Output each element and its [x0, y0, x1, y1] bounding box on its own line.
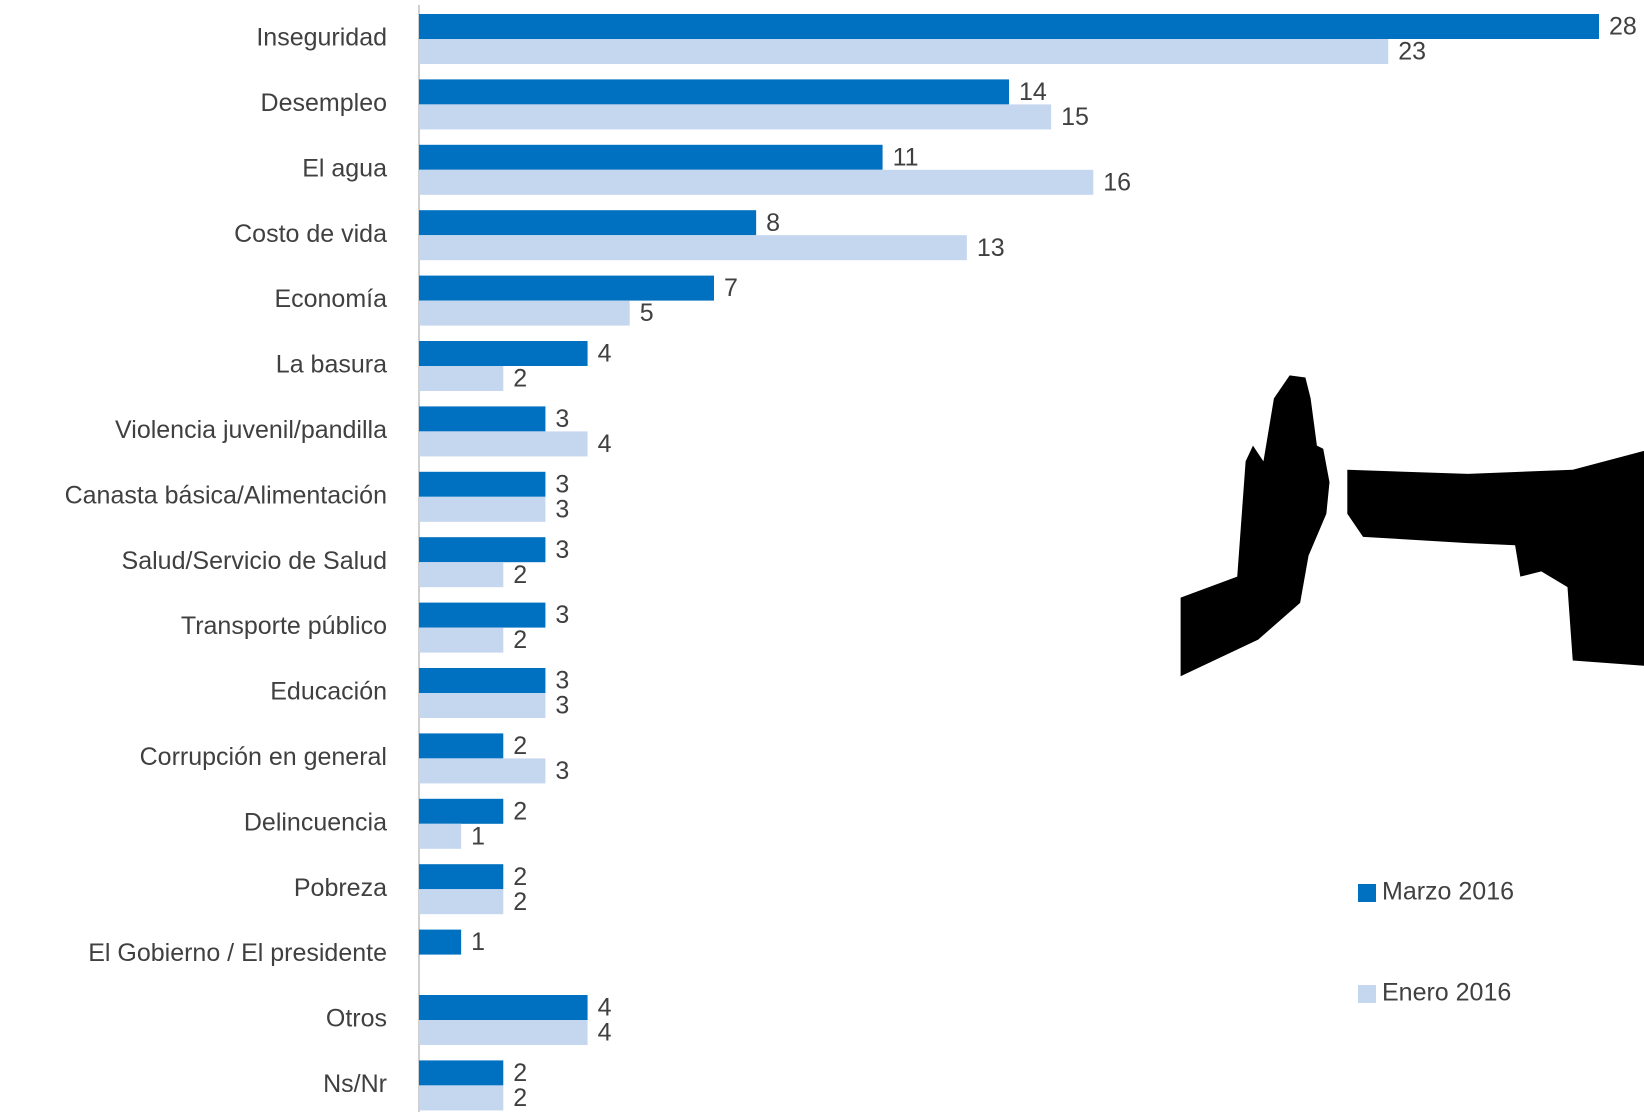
value-label: 3: [555, 495, 569, 523]
value-label: 3: [555, 405, 569, 433]
y-tick-label: Inseguridad: [256, 24, 387, 52]
bar: [419, 929, 462, 955]
bar: [419, 562, 504, 588]
value-label: 4: [598, 994, 612, 1022]
bar: [419, 864, 504, 890]
y-tick-label: Salud/Servicio de Salud: [122, 547, 387, 575]
value-label: 2: [513, 626, 527, 654]
y-tick-label: Otros: [326, 1005, 387, 1033]
value-label: 14: [1019, 78, 1047, 106]
y-tick-label: Violencia juvenil/pandilla: [115, 416, 387, 444]
bar: [419, 1060, 504, 1086]
legend-label: Enero 2016: [1382, 979, 1511, 1007]
bar: [419, 431, 588, 457]
value-label: 2: [513, 561, 527, 589]
y-tick-label: Transporte público: [181, 612, 387, 640]
value-label: 28: [1609, 13, 1637, 41]
y-tick-label: Costo de vida: [234, 220, 387, 248]
value-label: 3: [555, 692, 569, 720]
bar: [419, 1020, 588, 1045]
bar: [419, 823, 462, 849]
bar: [419, 366, 504, 391]
bar: [419, 275, 714, 301]
bar: [419, 406, 546, 432]
value-label: 2: [513, 1059, 527, 1087]
value-label: 2: [513, 888, 527, 916]
y-tick-label: Ns/Nr: [323, 1070, 387, 1098]
y-tick-label: Canasta básica/Alimentación: [65, 481, 387, 509]
value-label: 4: [598, 340, 612, 368]
legend-swatch: [1358, 884, 1376, 902]
bar: [419, 79, 1009, 105]
bar: [419, 889, 504, 915]
value-label: 5: [640, 299, 654, 327]
bar: [419, 496, 546, 522]
value-label: 3: [555, 667, 569, 695]
bar: [419, 341, 588, 366]
bar: [419, 300, 630, 326]
y-tick-label: Delincuencia: [244, 808, 387, 836]
value-label: 13: [977, 234, 1005, 262]
y-tick-label: El Gobierno / El presidente: [88, 939, 387, 967]
value-label: 3: [555, 536, 569, 564]
value-label: 2: [513, 797, 527, 825]
value-label: 3: [555, 470, 569, 498]
bar: [419, 602, 546, 628]
bar: [419, 537, 546, 563]
legend-label: Marzo 2016: [1382, 878, 1514, 906]
value-label: 15: [1061, 103, 1089, 131]
value-label: 3: [555, 601, 569, 629]
value-label: 23: [1398, 38, 1426, 66]
value-label: 7: [724, 274, 738, 302]
bar: [419, 995, 588, 1020]
y-tick-label: Pobreza: [294, 874, 387, 902]
value-label: 2: [513, 365, 527, 393]
value-label: 2: [513, 1084, 527, 1112]
bar: [419, 1085, 504, 1111]
y-tick-label: La basura: [276, 351, 387, 379]
y-tick-label: Desempleo: [261, 89, 387, 117]
value-label: 4: [598, 430, 612, 458]
value-label: 1: [471, 822, 485, 850]
bar: [419, 169, 1094, 195]
bar: [419, 14, 1599, 39]
value-label: 1: [471, 928, 485, 956]
bar: [419, 693, 546, 718]
value-label: 3: [555, 757, 569, 785]
bar: [419, 798, 504, 824]
illustration: [1180, 375, 1644, 677]
value-label: 8: [766, 209, 780, 237]
bar: [419, 144, 883, 170]
bar: [419, 210, 757, 236]
bar: [419, 104, 1052, 130]
bar: [419, 668, 546, 693]
y-tick-label: Corrupción en general: [140, 743, 387, 771]
value-label: 4: [598, 1019, 612, 1047]
y-tick-label: Economía: [274, 285, 387, 313]
legend-swatch: [1358, 985, 1376, 1003]
bar: [419, 235, 967, 261]
bar: [419, 39, 1389, 64]
value-label: 2: [513, 863, 527, 891]
y-tick-label: El agua: [302, 154, 387, 182]
bar: [419, 733, 504, 759]
value-label: 2: [513, 732, 527, 760]
gun-silhouette: [1347, 450, 1644, 666]
bar: [419, 471, 546, 497]
bar: [419, 758, 546, 784]
value-label: 16: [1103, 168, 1131, 196]
y-tick-label: Educación: [270, 678, 387, 706]
bar: [419, 627, 504, 653]
hand-silhouette: [1180, 375, 1330, 677]
value-label: 11: [893, 143, 919, 171]
